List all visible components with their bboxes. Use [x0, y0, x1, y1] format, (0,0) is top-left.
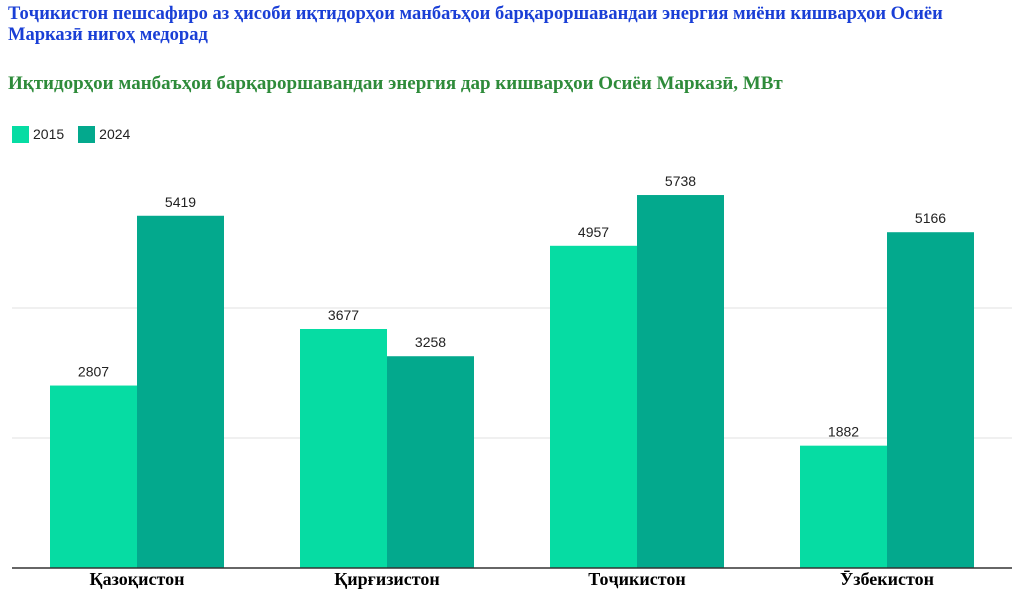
legend-swatch-2024 [78, 125, 96, 143]
data-label: 4957 [578, 224, 609, 240]
bar-chart: 2807 5419 Қазоқистон 3677 3258 Қирғизистон 495… [12, 173, 1012, 589]
category-label: Ӯзбекистон [840, 569, 934, 589]
bar-2015 [550, 245, 637, 569]
bar-2015 [300, 328, 387, 568]
bar-2024 [137, 215, 224, 568]
category-label: Тоҷикистон [588, 569, 685, 589]
category-label: Қазоқистон [90, 569, 185, 589]
chart-title: Иқтидорҳои манбаъҳои барқароршавандаи эн… [8, 73, 783, 94]
legend-swatch-2015 [12, 125, 29, 143]
data-label: 3258 [415, 334, 446, 350]
bar-2015 [800, 445, 887, 568]
legend-item-2015: 2015 [12, 125, 65, 143]
data-label: 3677 [328, 307, 359, 323]
bar-2024 [887, 232, 974, 568]
data-label: 5738 [665, 173, 696, 189]
bar-2015 [50, 385, 137, 568]
legend-label-2015: 2015 [33, 126, 65, 142]
legend-label-2024: 2024 [99, 126, 131, 142]
category-label: Қирғизистон [334, 569, 440, 589]
bar-2024 [387, 356, 474, 568]
legend: 2015 2024 [12, 124, 130, 144]
legend-item-2024: 2024 [78, 125, 131, 143]
data-label: 2807 [78, 364, 109, 380]
data-label: 5419 [165, 194, 196, 210]
headline: Тоҷикистон пешсафиро аз ҳисоби иқтидорҳо… [8, 4, 943, 45]
bar-2024 [637, 195, 724, 568]
data-label: 5166 [915, 210, 946, 226]
data-label: 1882 [828, 424, 859, 440]
